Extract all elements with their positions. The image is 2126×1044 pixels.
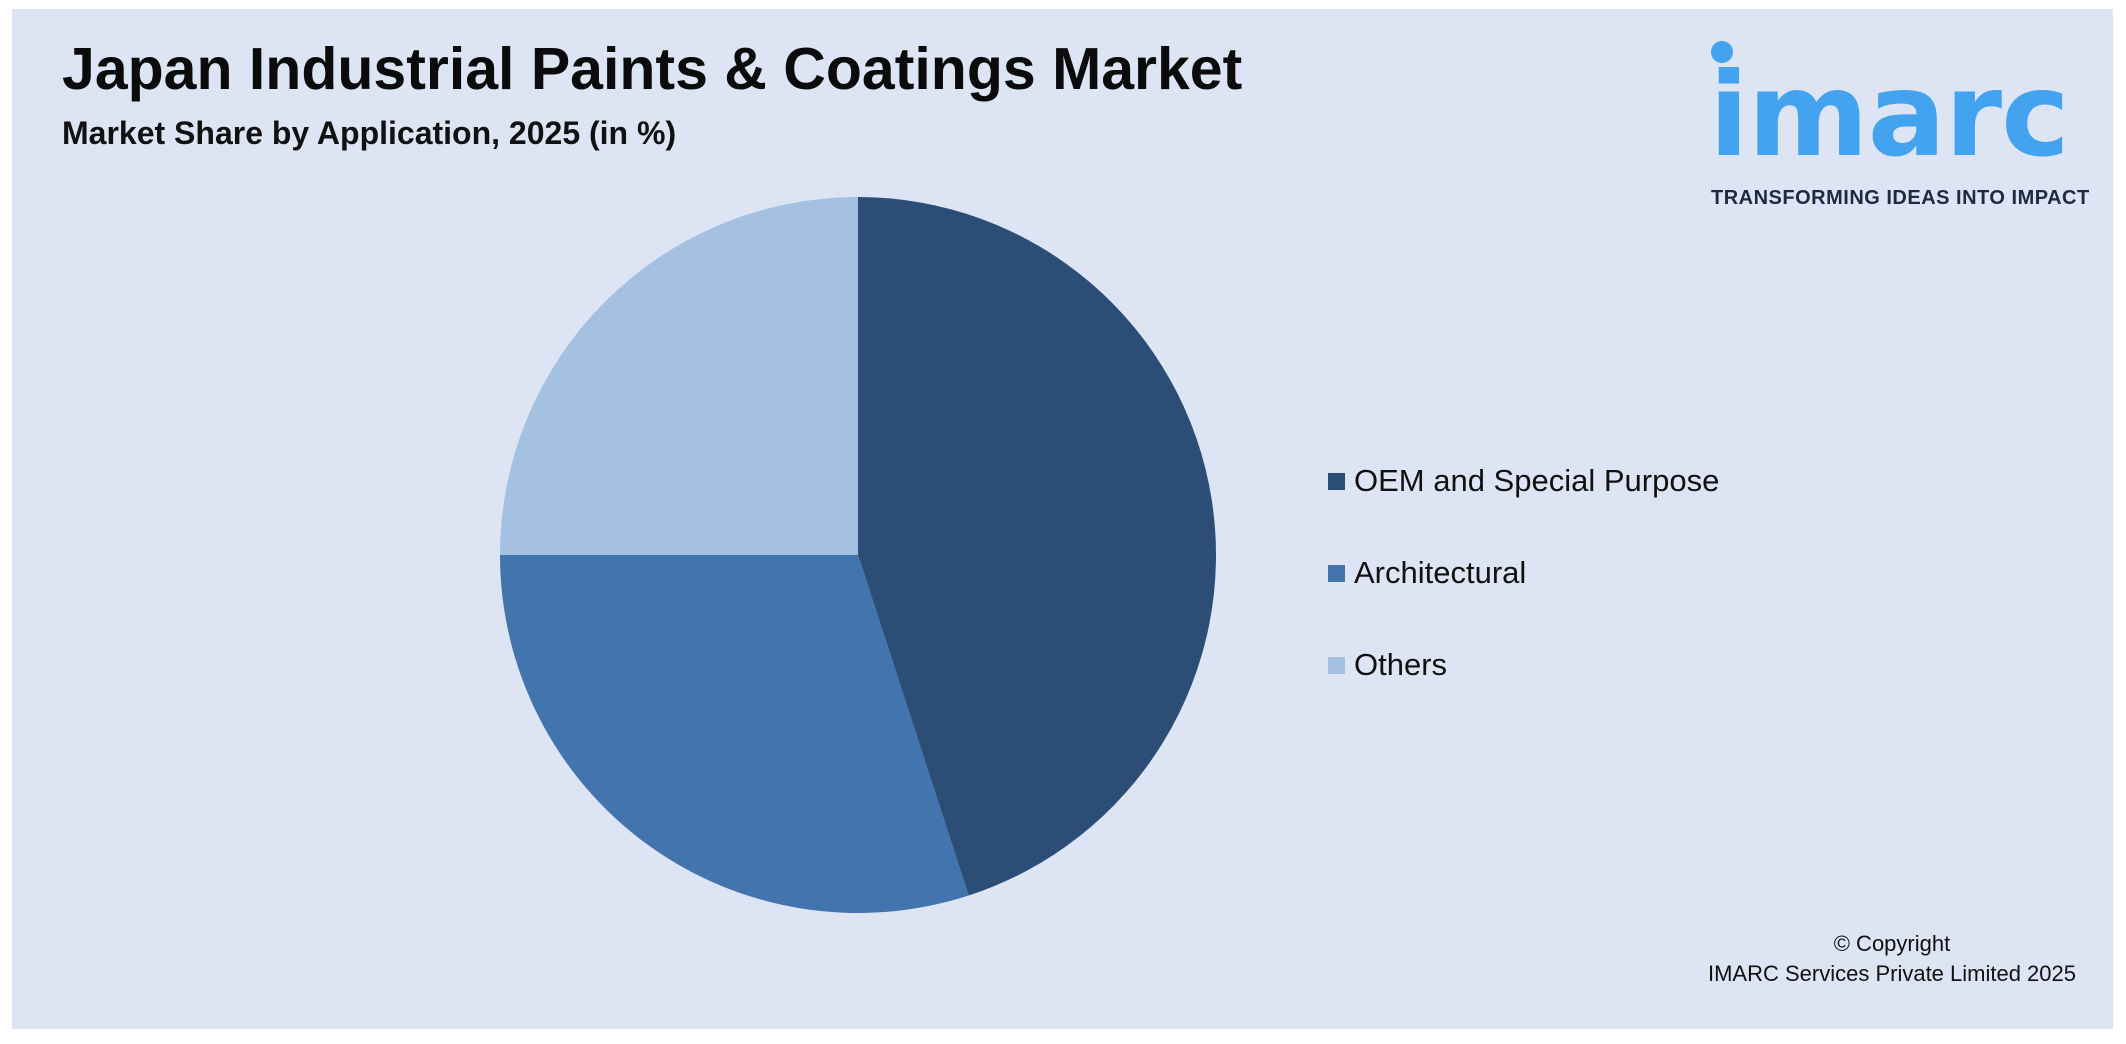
imarc-logo-text: imarc [1709,48,2069,179]
pie-slice-architectural [500,555,969,913]
chart-title: Japan Industrial Paints & Coatings Marke… [62,36,1243,102]
legend-item-others: Others [1328,619,1928,711]
pie-slice-oem-and-special-purpose [858,197,1216,896]
chart-subtitle: Market Share by Application, 2025 (in %) [62,115,677,151]
copyright-line-2: IMARC Services Private Limited 2025 [1707,961,2076,986]
legend-swatch [1328,472,1345,490]
legend-item-architectural: Architectural [1328,527,1928,619]
copyright-notice: © Copyright IMARC Services Private Limit… [1708,929,2076,989]
imarc-logo-mark: imarc [1709,41,2070,183]
pie-chart [500,197,1216,913]
legend-label: OEM and Special Purpose [1354,463,1720,498]
legend-item-oem-and-special-purpose: OEM and Special Purpose [1328,435,1928,527]
pie-slice-others [500,197,858,555]
legend-swatch [1328,564,1345,582]
legend-swatch [1328,656,1345,674]
imarc-tagline: TRANSFORMING IDEAS INTO IMPACT [1711,187,2090,209]
imarc-logo: imarc TRANSFORMING IDEAS INTO IMPACT [1695,29,2105,219]
legend-label: Others [1354,647,1448,682]
copyright-line-1: © Copyright [1833,931,1951,956]
chart-panel: Japan Industrial Paints & Coatings Marke… [12,9,2113,1029]
legend-label: Architectural [1354,555,1527,590]
chart-legend: OEM and Special Purpose Architectural Othe… [1328,435,1928,711]
